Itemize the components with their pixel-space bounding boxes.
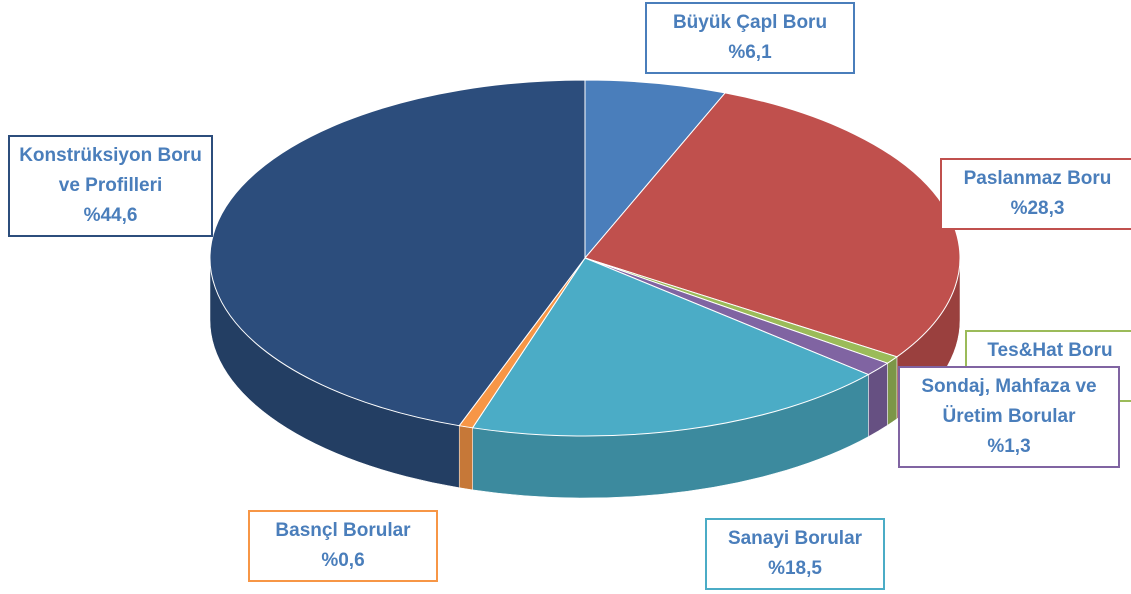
data-label: Sondaj, Mahfaza ve Üretim Borular %1,3 [898,366,1120,468]
category-label: Tes&Hat Boru [987,340,1113,361]
slice-side [868,362,888,437]
value-label: %1,3 [987,436,1031,457]
data-label: Sanayi Borular %18,5 [705,518,885,590]
value-label: %28,3 [1010,198,1065,219]
value-label: %6,1 [728,42,772,63]
category-label: Basnçl Borular [275,520,411,541]
category-label: Paslanmaz Boru [963,168,1112,189]
slice-side [887,356,898,426]
value-label: %44,6 [83,205,138,226]
category-label: Konstrüksiyon Boru ve Profilleri [19,145,202,196]
category-label: Sanayi Borular [727,528,863,549]
value-label: %18,5 [768,558,822,579]
slice-side [458,425,473,491]
data-label: Basnçl Borular %0,6 [248,510,438,582]
slice [209,79,586,427]
data-label: Büyük Çapl Boru %6,1 [645,2,855,74]
category-label: Büyük Çapl Boru [672,12,828,33]
data-label: Konstrüksiyon Boru ve Profilleri %44,6 [8,135,213,237]
slice [471,257,870,437]
category-label: Sondaj, Mahfaza ve Üretim Borular [921,376,1097,427]
slice [584,79,727,260]
data-label: Paslanmaz Boru %28,3 [940,158,1131,230]
value-label: %0,6 [321,550,365,571]
